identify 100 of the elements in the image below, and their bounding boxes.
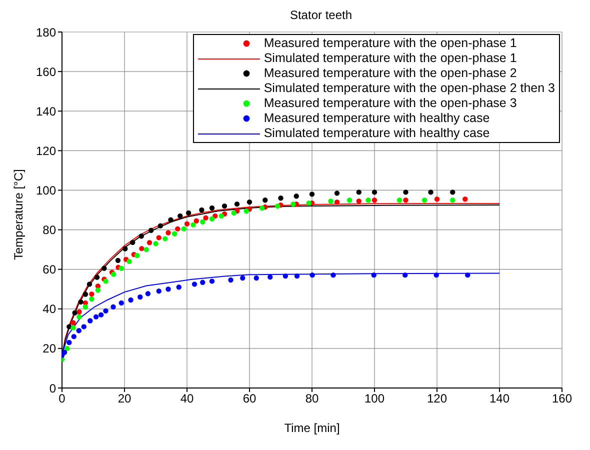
point (88, 318, 93, 324)
point (306, 200, 312, 206)
point (166, 286, 171, 292)
point (145, 291, 151, 296)
point (199, 207, 204, 213)
point (356, 198, 362, 204)
point (450, 198, 456, 203)
point (158, 223, 164, 228)
point (240, 275, 246, 281)
point (139, 246, 144, 252)
legend-label: Simulated temperature with the open-phase 2 then 3 (264, 81, 555, 96)
point (346, 198, 352, 203)
point (403, 190, 408, 195)
point (209, 278, 215, 284)
x-tick-label: 100 (364, 392, 385, 406)
legend-label: Measured temperature with the open-phase 1 (264, 36, 517, 51)
y-tick-label: 120 (36, 144, 56, 158)
point (118, 266, 124, 271)
point (110, 304, 116, 310)
point (95, 288, 101, 293)
x-tick-label: 80 (305, 392, 319, 406)
y-tick-label: 180 (36, 25, 56, 40)
point (190, 222, 196, 228)
legend-label: Measured temperature with healthy case (264, 111, 490, 126)
point (81, 324, 86, 330)
point (156, 288, 162, 294)
y-tick-label: 0 (49, 381, 56, 396)
y-tick-label: 60 (42, 262, 56, 277)
x-tick-label: 0 (58, 392, 66, 406)
point (246, 199, 252, 205)
point (168, 217, 174, 222)
point (134, 252, 140, 258)
point (72, 310, 78, 316)
point (176, 284, 182, 290)
point (89, 291, 94, 297)
point (172, 231, 178, 236)
point (98, 312, 104, 318)
y-tick-label: 160 (36, 64, 56, 79)
point (422, 198, 428, 203)
x-tick-label: 160 (552, 392, 572, 406)
point (153, 241, 158, 246)
y-tick-label: 100 (36, 183, 56, 198)
point (366, 198, 371, 203)
point (178, 213, 183, 219)
point (244, 208, 249, 214)
point (371, 272, 376, 278)
point (103, 308, 108, 314)
point (310, 272, 315, 278)
point (290, 201, 296, 207)
point (93, 314, 99, 320)
point (203, 215, 208, 221)
point (76, 314, 82, 320)
x-tick-label: 140 (489, 392, 510, 406)
legend-label: Simulated temperature with the open-phase 1 (264, 51, 517, 66)
point (396, 198, 402, 203)
point (122, 246, 128, 252)
point (234, 201, 240, 207)
point (128, 297, 134, 303)
point (118, 300, 124, 306)
point (89, 296, 94, 302)
point (82, 304, 88, 310)
point (70, 320, 76, 326)
point (334, 199, 340, 205)
x-tick-label: 120 (426, 392, 448, 406)
point (130, 240, 136, 246)
point (184, 221, 190, 226)
point (262, 198, 268, 203)
point (268, 274, 273, 280)
point (181, 226, 186, 232)
point (462, 196, 468, 202)
x-tick-label: 60 (242, 392, 256, 406)
y-axis-title: Temperature [°C] (11, 169, 26, 260)
point (259, 205, 265, 211)
point (200, 280, 206, 285)
point (372, 198, 378, 203)
point (209, 205, 215, 211)
point (328, 198, 334, 204)
point (282, 273, 288, 279)
chart-title: Stator teeth (288, 8, 354, 22)
point (78, 299, 84, 305)
point (402, 272, 408, 278)
point (278, 196, 284, 201)
point (144, 246, 149, 252)
point (76, 328, 82, 334)
point (71, 334, 76, 340)
point (403, 198, 408, 203)
point (309, 192, 315, 197)
x-tick-label: 20 (118, 392, 132, 406)
point (66, 340, 72, 346)
point (64, 346, 70, 352)
legend-label: Simulated temperature with healthy case (264, 126, 490, 141)
point (186, 210, 192, 216)
point (275, 203, 280, 209)
point (86, 282, 92, 287)
legend-label: Measured temperature with the open-phase 2 (264, 66, 517, 81)
point (428, 190, 434, 195)
point (450, 190, 456, 195)
point (434, 196, 440, 202)
point (330, 272, 336, 278)
y-tick-label: 40 (42, 302, 56, 316)
